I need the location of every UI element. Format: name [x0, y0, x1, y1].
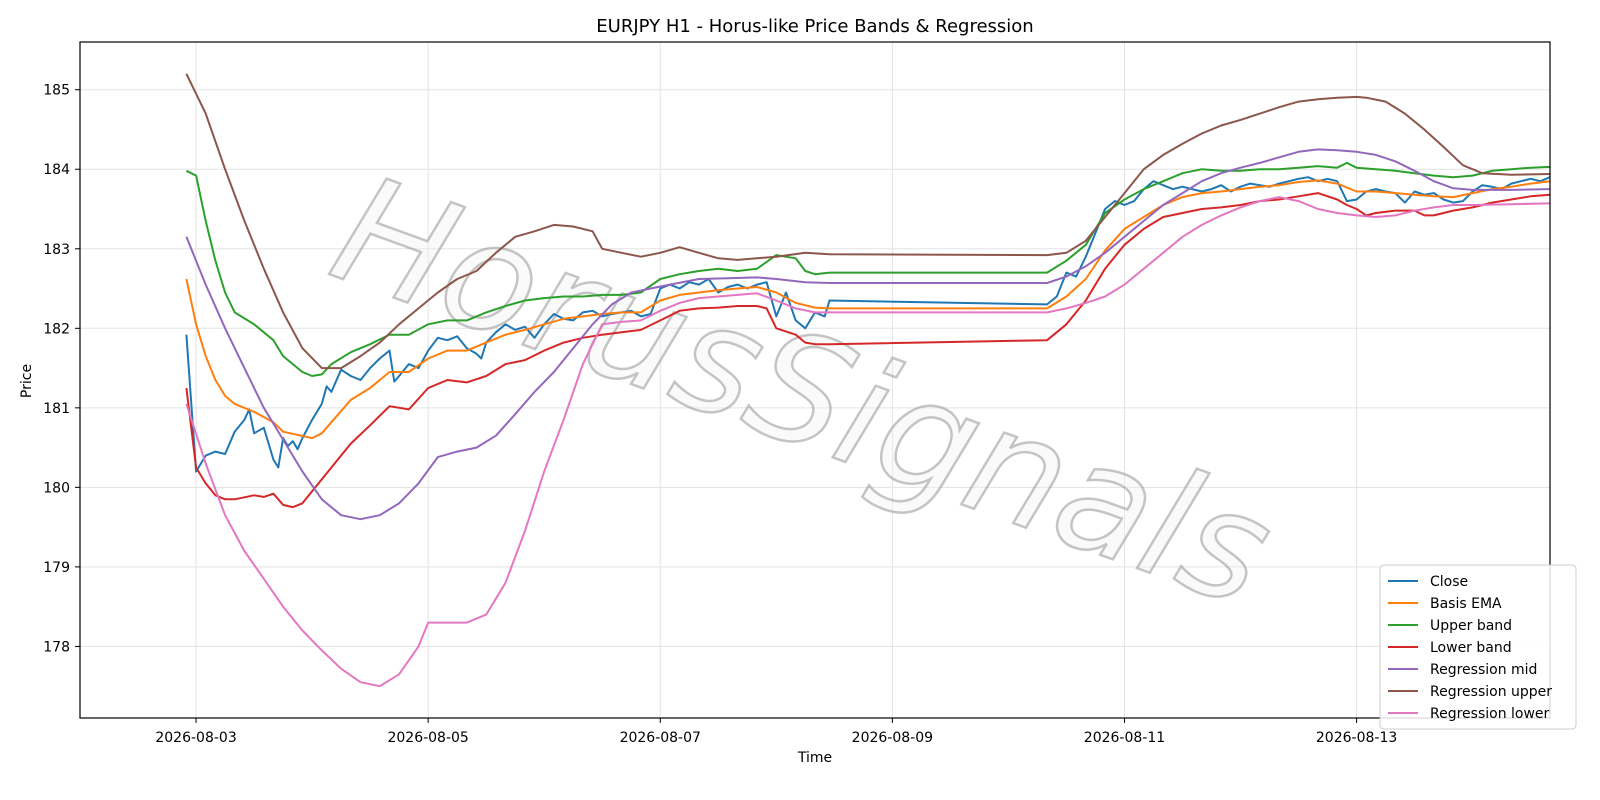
series-line-close	[185, 176, 1551, 473]
x-tick-label: 2026-08-11	[1084, 730, 1165, 746]
x-tick-label: 2026-08-07	[620, 730, 701, 746]
chart-title: EURJPY H1 - Horus-like Price Bands & Reg…	[596, 16, 1033, 37]
series-line-upper-band	[185, 161, 1551, 377]
legend-label: Regression upper	[1430, 684, 1552, 700]
y-axis-label: Price	[19, 364, 35, 398]
x-tick-label: 2026-08-13	[1316, 730, 1397, 746]
legend-label: Regression lower	[1430, 706, 1550, 722]
series-line-regression-mid	[185, 148, 1551, 521]
y-tick-label: 182	[43, 321, 70, 337]
series-line-regression-lower	[185, 196, 1551, 688]
legend-label: Lower band	[1430, 640, 1512, 656]
x-tick-label: 2026-08-05	[387, 730, 468, 746]
legend-box	[1379, 564, 1577, 730]
series-line-basis-ema	[185, 179, 1551, 440]
x-tick-label: 2026-08-03	[155, 730, 236, 746]
y-tick-label: 184	[43, 162, 70, 178]
legend-label: Close	[1430, 574, 1468, 590]
legend-label: Upper band	[1430, 618, 1512, 634]
y-tick-label: 181	[43, 401, 70, 417]
y-tick-label: 180	[43, 480, 70, 496]
y-tick-label: 179	[43, 560, 70, 576]
x-axis-label: Time	[797, 750, 832, 766]
y-tick-label: 185	[43, 83, 70, 99]
y-tick-label: 183	[43, 242, 70, 258]
x-tick-label: 2026-08-09	[852, 730, 933, 746]
y-tick-label: 178	[43, 639, 70, 655]
plot-frame	[79, 41, 1551, 719]
series-line-regression-upper	[185, 73, 1551, 370]
legend-label: Regression mid	[1430, 662, 1537, 678]
series-line-lower-band	[185, 192, 1551, 509]
legend-label: Basis EMA	[1430, 596, 1502, 612]
